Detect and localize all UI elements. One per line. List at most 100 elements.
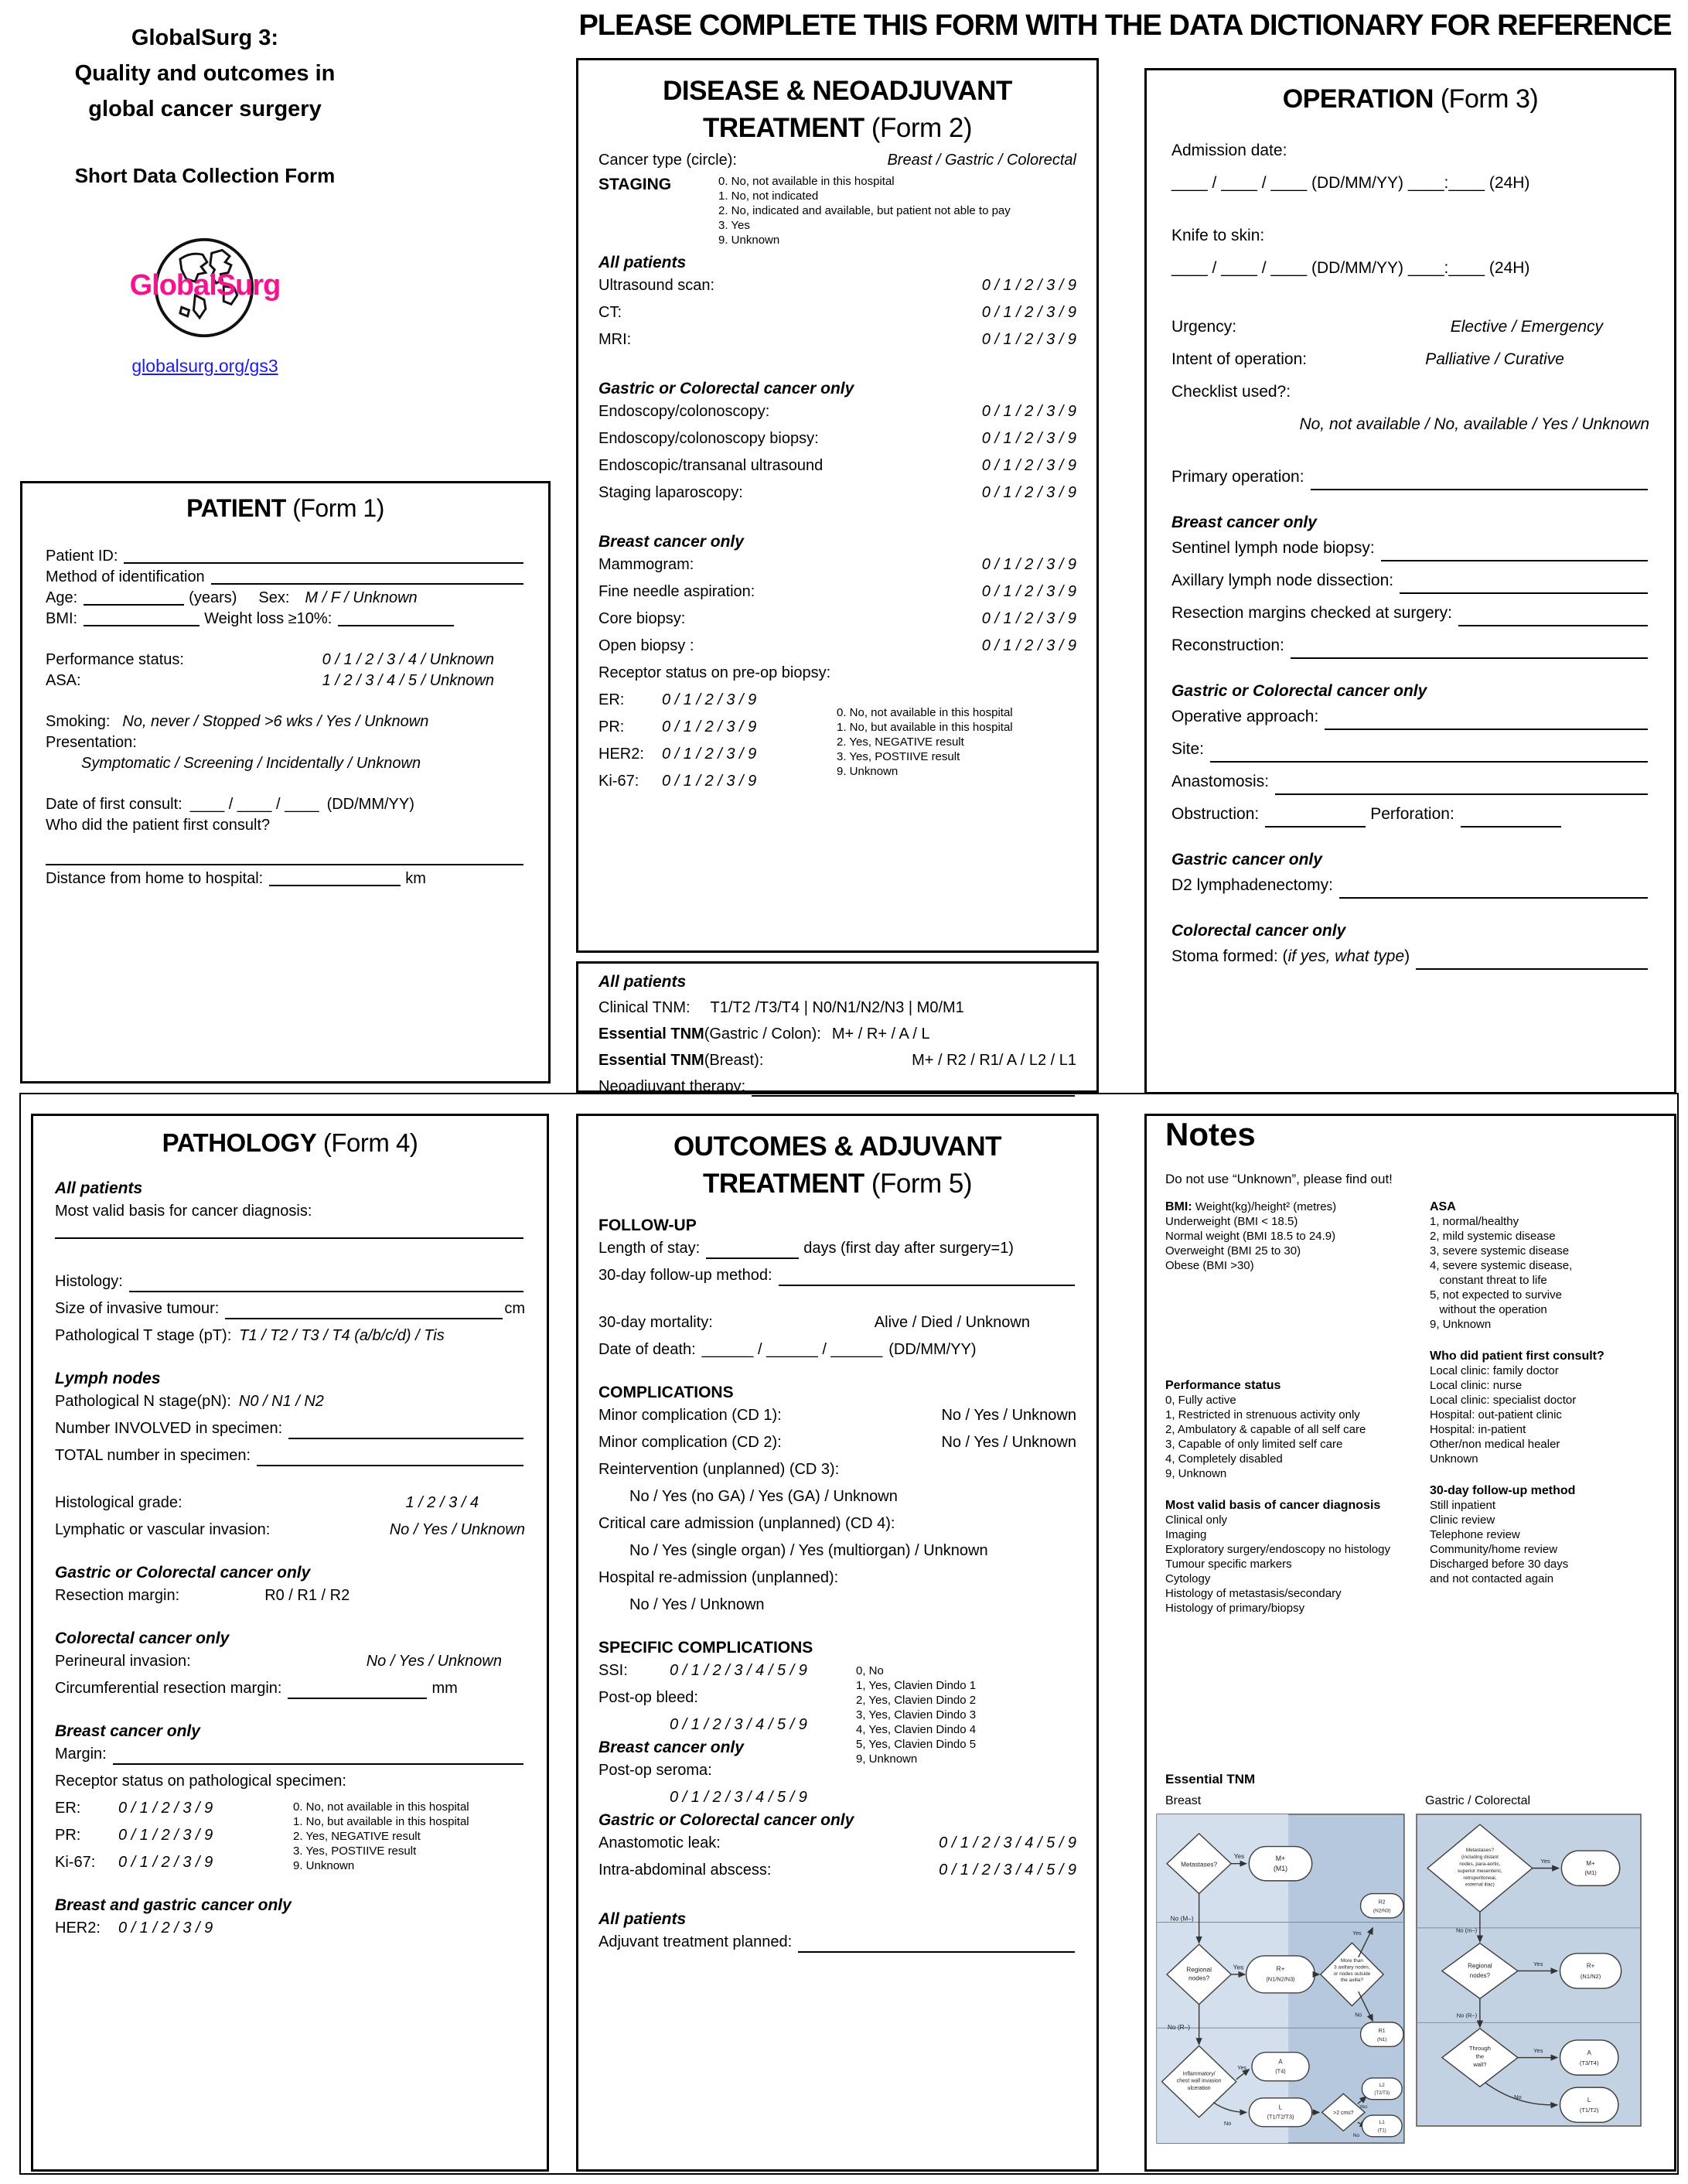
note-line: Telephone review (1430, 1528, 1520, 1541)
blank-line (55, 1236, 523, 1239)
field-method-of-identification: Method of identification (46, 567, 525, 588)
receptor-code-legend: 0. No, not available in this hospital 1. … (293, 1795, 525, 1876)
row-label: Ultrasound scan: (598, 277, 715, 294)
field-nodes-total: TOTAL number in specimen: (55, 1442, 525, 1469)
consult-header: Who did patient first consult? (1430, 1350, 1604, 1363)
stoma-italic: if yes, what type (1287, 947, 1405, 965)
row-codes: 0 / 1 / 2 / 3 / 9 (981, 556, 1076, 573)
row-label: MRI: (598, 331, 632, 348)
legend-line: 3. Yes, POSTIIVE result (293, 1844, 417, 1858)
fill-row: Site: (1171, 733, 1649, 766)
yes-label: Yes (1233, 1963, 1244, 1971)
note-line: 3, severe systemic disease (1430, 1244, 1570, 1258)
note-line: 9, Unknown (1430, 1318, 1492, 1331)
field-label: Pathological N stage(pN): (55, 1393, 231, 1410)
asa-header: ASA (1430, 1200, 1456, 1213)
receptor-row: Ki-67: 0 / 1 / 2 / 3 / 9 (598, 768, 837, 795)
blank-line (1458, 623, 1648, 626)
los-suffix: days (first day after surgery=1) (803, 1240, 1014, 1257)
field-pt-stage: Pathological T stage (pT): T1 / T2 / T3 /… (55, 1322, 525, 1350)
field-urgency: Urgency: Elective / Emergency (1171, 311, 1649, 343)
note-line: Community/home review (1430, 1543, 1558, 1556)
field-essential-tnm-breast: Essential TNM (Breast): M+ / R2 / R1/ A /… (598, 1047, 1076, 1073)
scored-row: Fine needle aspiration: 0 / 1 / 2 / 3 / 9 (598, 578, 1076, 606)
row-label: ER: (598, 691, 625, 708)
legend-line: 0, No (856, 1664, 884, 1677)
section-breast: Breast cancer only (598, 1739, 744, 1756)
bottom-page-container (19, 1093, 1679, 2175)
yes-label: Yes (1359, 2104, 1368, 2110)
section-colorectal: Colorectal cancer only (55, 1629, 230, 1647)
row-codes: 0 / 1 / 2 / 3 / 9 (662, 773, 757, 790)
yes-label: Yes (1352, 1931, 1362, 1937)
row-codes: 0 / 1 / 2 / 3 / 9 (981, 610, 1076, 627)
scored-row: Endoscopy/colonoscopy biopsy: 0 / 1 / 2 /… (598, 425, 1076, 452)
field-label: Admission date: (1171, 142, 1287, 159)
row-codes: 0 / 1 / 2 / 3 / 9 (118, 1854, 213, 1871)
field-label: Cancer type (circle): (598, 152, 737, 169)
node-r1-sub: (N1) (1377, 2037, 1387, 2042)
disease-form-box: DISEASE & NEOADJUVANT TREATMENT (Form 2)… (576, 58, 1099, 953)
death-blanks: ______ / ______ / ______ (701, 1341, 883, 1358)
field-label: Age: (46, 589, 78, 606)
breast-rows: Mammogram: 0 / 1 / 2 / 3 / 9 Fine needle a… (598, 551, 1076, 660)
row-label: HER2: (598, 746, 644, 763)
legend-line: 5, Yes, Clavien Dindo 5 (856, 1738, 977, 1751)
obstruction-label: Obstruction: (1171, 805, 1260, 823)
breast-tnm-flowchart: Metastases? Yes M+ (M1) No (M–) Regional… (1156, 1814, 1405, 2144)
cd4-options-text: No / Yes (single organ) / Yes (multiorga… (629, 1542, 988, 1559)
node-m-plus-sub: (M1) (1274, 1865, 1287, 1872)
scored-row: Ultrasound scan: 0 / 1 / 2 / 3 / 9 (598, 272, 1076, 299)
blank-line (112, 1762, 523, 1765)
pt-options: T1 / T2 / T3 / T4 (a/b/c/d) / Tis (239, 1327, 445, 1344)
blank-line (1338, 896, 1648, 899)
row-codes: 0 / 1 / 2 / 3 / 9 (981, 457, 1076, 474)
note-line: 9, Unknown (1165, 1467, 1227, 1480)
row-label: Mammogram: (598, 556, 694, 573)
essential-tnm-gc-label: Gastric / Colorectal (1425, 1794, 1531, 1807)
section-follow-up: FOLLOW-UP (598, 1217, 697, 1234)
field-label: Neoadjuvant therapy: (598, 1078, 746, 1095)
blank-line (798, 1950, 1075, 1953)
legend-line: 2. Yes, NEGATIVE result (837, 735, 964, 749)
staging-code-line: 2. No, indicated and available, but pati… (718, 204, 1011, 217)
sex-label: Sex: (258, 589, 290, 606)
specific-left: SSI: 0 / 1 / 2 / 3 / 4 / 5 / 9 Post-op bl… (598, 1657, 856, 1811)
website-link[interactable]: globalsurg.org/gs3 (131, 356, 278, 376)
row-codes: 0 / 1 / 2 / 3 / 9 (981, 331, 1076, 348)
patient-form-title-main: PATIENT (186, 494, 286, 522)
patient-form-title-suffix: (Form 1) (285, 494, 384, 522)
diamond-axillary-2: 3 axillary nodes, (1334, 1965, 1370, 1971)
size-unit: cm (504, 1300, 525, 1317)
section-gastric: Gastric cancer only (1171, 851, 1322, 868)
field-label: Checklist used?: (1171, 383, 1291, 401)
note-line: Obese (BMI >30) (1165, 1259, 1254, 1272)
title-main: OPERATION (1282, 84, 1434, 114)
blank-answer-line (46, 862, 525, 868)
study-title-line1: GlobalSurg 3: (131, 26, 279, 50)
diamond-metastases-3: nodes, para-aortic, (1459, 1862, 1501, 1867)
legend-line: 1. No, but available in this hospital (837, 721, 1013, 734)
title-suffix: (Form 5) (864, 1169, 973, 1199)
note-line: constant threat to life (1430, 1274, 1547, 1287)
field-adjuvant-planned: Adjuvant treatment planned: (598, 1929, 1076, 1956)
field-date-of-death: Date of death: ______ / ______ / ______ (D… (598, 1336, 1076, 1363)
field-nodes-involved: Number INVOLVED in specimen: (55, 1415, 525, 1442)
essential-tnm-breast-options: M+ / R2 / R1/ A / L2 / L1 (912, 1052, 1076, 1069)
field-readmission: Hospital re-admission (unplanned): (598, 1565, 1076, 1592)
row-label: Ki-67: (598, 773, 639, 790)
field-obstruction-perforation: Obstruction: Perforation: (1171, 798, 1649, 831)
note-line: Normal weight (BMI 18.5 to 24.9) (1165, 1230, 1336, 1243)
bmi-definition: Weight(kg)/height² (metres) (1192, 1200, 1337, 1213)
asa-lines: 1, normal/healthy 2, mild systemic diseas… (1430, 1214, 1662, 1332)
field-label: Urgency: (1171, 318, 1237, 336)
diamond-wall-2: the (1476, 2053, 1484, 2059)
cd4-options: No / Yes (single organ) / Yes (multiorga… (598, 1537, 1076, 1565)
field-label: Size of invasive tumour: (55, 1300, 220, 1317)
field-label: D2 lymphadenectomy: (1171, 876, 1333, 894)
diamond-metastases-2: (including distant (1461, 1855, 1499, 1860)
node-m-plus: M+ (1276, 1855, 1285, 1862)
blank-answer-line (55, 1236, 525, 1242)
staging-code-line: 3. Yes (718, 219, 750, 232)
diamond-regional-nodes: Regional (1186, 1965, 1212, 1973)
